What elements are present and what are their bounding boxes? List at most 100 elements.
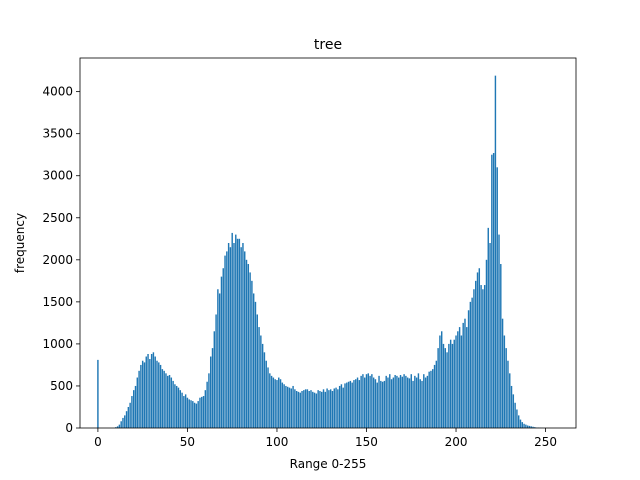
- bar: [242, 243, 244, 428]
- y-tick-label: 0: [65, 421, 73, 435]
- bar: [208, 373, 210, 428]
- bar: [129, 402, 131, 428]
- bar: [503, 335, 506, 428]
- bar: [168, 375, 171, 428]
- bar: [451, 343, 454, 428]
- bar: [335, 387, 337, 428]
- bar: [426, 375, 429, 428]
- bar: [186, 397, 189, 428]
- bar: [192, 401, 194, 428]
- bar: [213, 331, 216, 428]
- bar: [295, 391, 298, 428]
- bar: [231, 232, 233, 428]
- bar: [473, 289, 475, 428]
- bar: [376, 382, 378, 428]
- bar: [390, 379, 393, 428]
- bar: [215, 314, 217, 428]
- bar: [440, 331, 443, 428]
- bar: [167, 375, 169, 428]
- bar: [283, 384, 285, 428]
- bar: [202, 396, 205, 428]
- bar: [399, 375, 402, 428]
- bar: [141, 360, 144, 428]
- bar: [510, 385, 513, 428]
- bar: [317, 390, 319, 428]
- bar: [279, 379, 282, 428]
- bar: [505, 348, 507, 428]
- bar: [432, 369, 434, 428]
- bar: [188, 399, 190, 428]
- bar: [229, 247, 232, 428]
- bar: [514, 402, 516, 428]
- bar: [163, 370, 165, 428]
- y-tick-label: 1500: [42, 295, 73, 309]
- y-axis-label: frequency: [13, 213, 27, 273]
- bar: [206, 381, 208, 428]
- bar: [272, 377, 275, 428]
- bar: [396, 375, 398, 428]
- bar: [278, 377, 280, 428]
- bar: [415, 377, 418, 428]
- bar: [331, 391, 334, 428]
- bar: [372, 377, 375, 428]
- bar: [303, 390, 305, 428]
- bar: [437, 348, 439, 428]
- bar: [449, 339, 452, 428]
- bar: [439, 335, 441, 428]
- bar: [276, 380, 278, 428]
- bar: [507, 360, 509, 428]
- bar: [310, 390, 312, 428]
- bar: [394, 375, 396, 428]
- bar: [340, 384, 343, 428]
- bar: [124, 415, 126, 428]
- y-tick-label: 4000: [42, 85, 73, 99]
- bar: [201, 396, 203, 428]
- plot-frame: [79, 57, 577, 429]
- bar: [265, 360, 267, 428]
- bar: [224, 255, 226, 428]
- bar: [525, 424, 527, 428]
- bar: [398, 377, 400, 428]
- bar: [408, 378, 411, 428]
- bar: [258, 327, 260, 428]
- bar: [131, 396, 133, 428]
- x-tick-label: 50: [180, 435, 195, 449]
- bar: [349, 380, 352, 428]
- bar: [254, 301, 257, 428]
- y-tick-label: 2000: [42, 253, 73, 267]
- bar: [369, 375, 371, 428]
- bar: [217, 289, 219, 428]
- bar: [252, 293, 255, 428]
- bar: [256, 314, 258, 428]
- bar: [245, 259, 248, 428]
- bar: [428, 371, 430, 428]
- bar: [338, 385, 341, 428]
- bar: [385, 375, 387, 428]
- bar: [244, 251, 246, 428]
- bar: [523, 423, 525, 428]
- bar: [355, 379, 357, 428]
- bar: [521, 422, 523, 428]
- bar: [263, 352, 266, 428]
- bar: [306, 389, 309, 428]
- bar: [122, 417, 124, 428]
- bar: [247, 264, 250, 428]
- bar: [383, 380, 386, 428]
- bar: [261, 343, 264, 428]
- bar: [380, 380, 382, 428]
- bar: [433, 364, 436, 428]
- bar: [374, 379, 377, 428]
- bar: [292, 385, 294, 428]
- bar: [519, 419, 522, 428]
- bar: [297, 391, 300, 428]
- bar: [197, 401, 199, 428]
- bar: [120, 421, 122, 428]
- bar: [405, 375, 407, 428]
- bar: [482, 289, 484, 428]
- bar: [260, 335, 262, 428]
- bar: [238, 238, 241, 428]
- bar: [337, 389, 339, 428]
- bar: [509, 373, 511, 428]
- bar: [458, 327, 461, 428]
- bar: [299, 392, 301, 428]
